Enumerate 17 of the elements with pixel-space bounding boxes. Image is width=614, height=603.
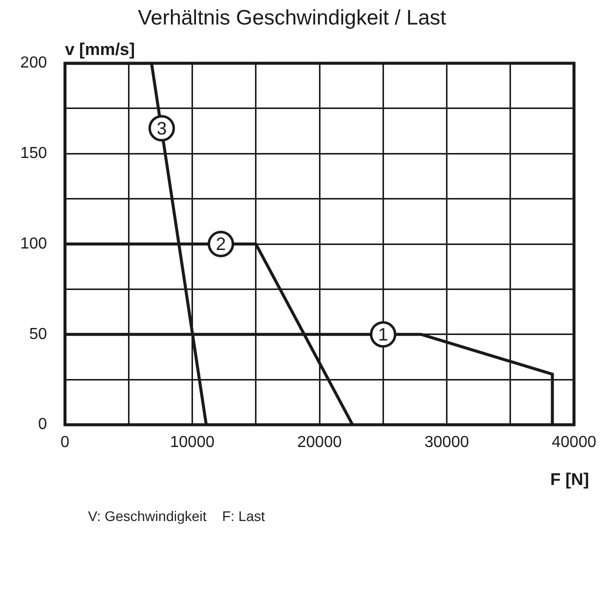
text: V: Geschwindigkeit F: Last [88, 508, 265, 524]
x-tick-label: 40000 [552, 434, 596, 451]
chart-title: Verhältnis Geschwindigkeit / Last [138, 6, 446, 30]
y-tick-label: 0 [38, 416, 48, 434]
x-tick-label: 10000 [170, 434, 215, 451]
annotation: 2 [216, 234, 226, 254]
x-tick-label: 30000 [424, 434, 470, 451]
y-tick-label: 200 [20, 54, 48, 72]
y-tick-label: 150 [20, 145, 48, 162]
x-tick-label: 0 [60, 434, 70, 451]
annotation: 1 [378, 324, 388, 344]
y-tick-label: 50 [29, 326, 48, 343]
x-tick-label: 20000 [297, 434, 342, 451]
x-axis-title: F [N] [550, 470, 589, 489]
annotation: 3 [156, 118, 167, 138]
y-tick-label: 100 [20, 235, 48, 252]
y-axis-title: v [mm/s] [65, 40, 135, 60]
